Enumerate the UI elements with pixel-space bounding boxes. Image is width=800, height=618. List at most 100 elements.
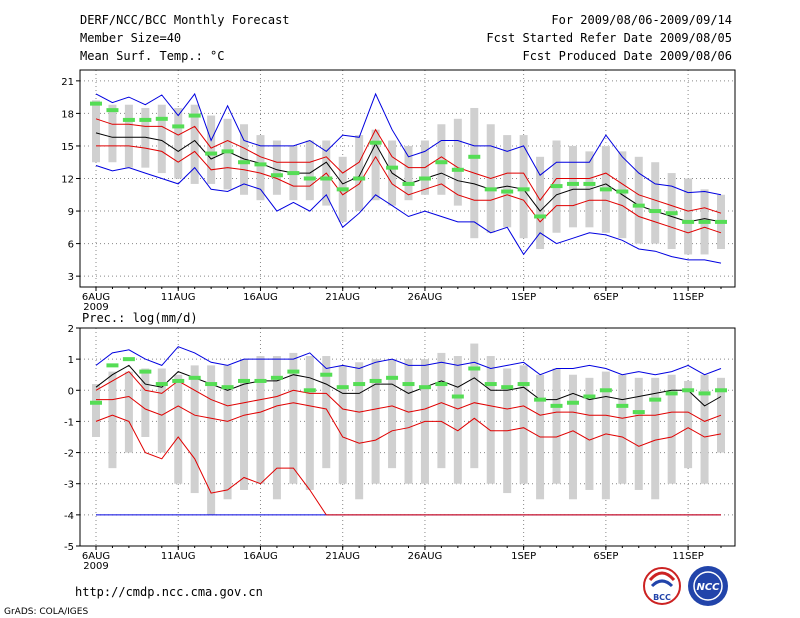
p2-spread-bar: [651, 377, 660, 500]
p2-spread-bar: [305, 356, 314, 490]
precip-median-marks: [90, 357, 727, 415]
p2-median-mark: [715, 388, 727, 393]
p1-median-mark: [254, 162, 267, 167]
p2-median-mark: [435, 382, 448, 387]
p1-spread-bar: [190, 104, 199, 184]
p2-median-mark: [221, 385, 234, 390]
p2-xtick-label: 11AUG: [161, 551, 196, 562]
p1-spread-bar: [684, 178, 693, 255]
produced-date: Fcst Produced Date 2009/08/06: [522, 49, 732, 63]
p2-median-mark: [451, 394, 464, 399]
p2-blue-max-line: [95, 346, 722, 376]
precip-spread-bars: [92, 343, 725, 515]
p1-spread-bar: [667, 173, 676, 250]
p1-median-mark: [484, 187, 497, 192]
p2-spread-bar: [108, 371, 117, 469]
p2-median-mark: [501, 385, 514, 390]
p1-blue-min-line: [95, 165, 722, 264]
p1-median-mark: [369, 140, 382, 145]
p2-spread-bar: [552, 368, 561, 484]
p2-median-mark: [418, 385, 431, 390]
source-url[interactable]: http://cmdp.ncc.cma.gov.cn: [75, 585, 263, 599]
p2-median-mark: [320, 372, 333, 377]
svg-text:NCC: NCC: [696, 582, 720, 593]
p2-spread-bar: [272, 356, 281, 500]
p2-median-mark: [287, 369, 300, 374]
p2-ytick-label: 2: [68, 324, 74, 335]
p1-median-mark: [435, 160, 448, 165]
p2-median-mark: [632, 410, 645, 415]
p2-median-mark: [270, 375, 283, 380]
p1-ytick-label: 21: [61, 77, 74, 88]
p1-median-mark: [155, 116, 168, 121]
p2-ytick-label: -4: [64, 511, 74, 522]
ncc-logo: NCC: [688, 566, 728, 606]
p1-median-mark: [106, 108, 119, 113]
p2-spread-bar: [486, 356, 495, 484]
p1-red-high-line: [95, 118, 722, 214]
p2-ytick-label: -3: [64, 480, 74, 491]
p2-xtick-label: 1SEP: [511, 551, 536, 562]
p2-spread-bar: [157, 368, 166, 453]
bcc-logo: BCC: [643, 567, 681, 605]
p1-median-mark: [402, 181, 415, 186]
p2-median-mark: [122, 357, 135, 362]
p2-spread-bar: [404, 359, 413, 484]
p1-median-mark: [188, 113, 201, 118]
p2-red-mid-line: [96, 395, 722, 447]
p2-spread-bar: [240, 359, 249, 490]
precip-lines: [95, 346, 722, 516]
p1-median-mark: [303, 176, 316, 181]
p2-median-mark: [303, 388, 316, 393]
p1-blue-max-line: [95, 92, 722, 196]
p2-xtick-label: 6SEP: [593, 551, 618, 562]
p1-spread-bar: [536, 156, 545, 250]
p2-spread-bar: [256, 356, 265, 484]
p2-mean-line: [95, 364, 722, 407]
p2-spread-bar: [700, 374, 709, 484]
p1-ytick-label: 3: [68, 272, 74, 283]
temperature-frame: [79, 69, 736, 288]
p1-median-mark: [517, 187, 530, 192]
p2-median-mark: [534, 397, 547, 402]
p2-median-mark: [665, 391, 678, 396]
p2-spread-bar: [684, 380, 693, 469]
p1-spread-bar: [371, 129, 380, 201]
p2-spread-bar: [634, 377, 643, 490]
p1-spread-bar: [207, 115, 216, 184]
p2-median-mark: [402, 382, 415, 387]
p1-ytick-label: 15: [61, 142, 74, 153]
p1-ytick-label: 9: [68, 207, 74, 218]
p2-spread-bar: [568, 374, 577, 500]
p1-spread-bar: [157, 104, 166, 174]
p2-spread-bar: [338, 365, 347, 484]
p1-median-mark: [353, 176, 366, 181]
p2-ytick-label: 1: [68, 355, 74, 366]
p2-spread-bar: [470, 343, 479, 469]
p2-median-mark: [649, 397, 662, 402]
p1-spread-bar: [519, 135, 528, 239]
p2-median-mark: [205, 382, 218, 387]
p2-spread-bar: [585, 377, 594, 490]
p2-ytick-label: 0: [68, 386, 74, 397]
p2-median-mark: [353, 382, 366, 387]
p1-median-mark: [715, 219, 727, 224]
p1-median-mark: [698, 219, 711, 224]
p2-spread-bar: [371, 359, 380, 484]
p2-median-mark: [484, 382, 497, 387]
p2-ytick-label: -1: [64, 417, 74, 428]
p1-xtick-label: 11SEP: [672, 292, 703, 303]
p2-ytick-label: -2: [64, 449, 74, 460]
p1-median-mark: [599, 187, 612, 192]
p1-ytick-label: 6: [68, 240, 74, 251]
p1-median-mark: [616, 189, 629, 194]
p1-median-mark: [468, 154, 481, 159]
p2-red-low-line: [95, 414, 721, 516]
p2-xtick-label: 21AUG: [325, 551, 360, 562]
p2-median-mark: [336, 385, 349, 390]
temperature-spread-bars: [92, 100, 725, 255]
p1-median-mark: [632, 203, 645, 208]
p1-median-mark: [238, 160, 251, 165]
